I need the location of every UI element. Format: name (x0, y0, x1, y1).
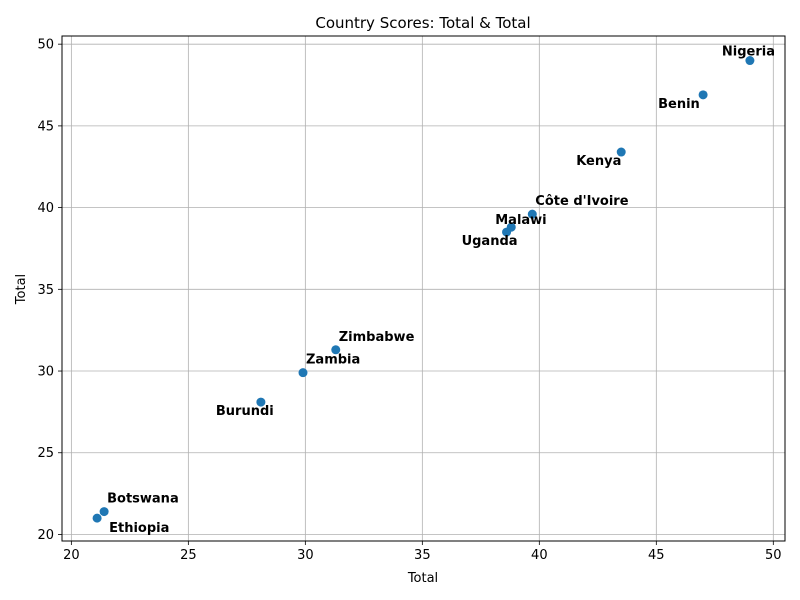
y-axis-label: Total (14, 274, 29, 305)
data-point (331, 345, 341, 355)
point-label: Botswana (107, 492, 179, 507)
data-point (502, 227, 512, 237)
data-point (256, 397, 266, 407)
y-tick-label: 30 (37, 365, 54, 380)
x-tick-label: 20 (63, 548, 80, 563)
data-points (92, 56, 755, 523)
point-label: Côte d'Ivoire (535, 194, 628, 209)
data-point (298, 368, 308, 378)
plot-area-frame (61, 35, 786, 542)
x-tick-label: 30 (297, 548, 314, 563)
y-tick-label: 40 (37, 201, 54, 216)
data-point (99, 507, 109, 517)
axis-ticks: 20 25 30 35 40 45 50 20 25 30 35 40 45 50 (37, 38, 781, 563)
x-axis-label: Total (407, 571, 438, 586)
point-label: Nigeria (722, 45, 775, 60)
x-tick-label: 35 (414, 548, 431, 563)
y-tick-label: 45 (37, 119, 54, 134)
data-point (616, 147, 626, 157)
point-label: Zambia (306, 353, 360, 368)
data-point (698, 90, 708, 100)
y-tick-label: 20 (37, 528, 54, 543)
x-tick-label: 40 (531, 548, 548, 563)
point-labels: Nigeria Benin Kenya Côte d'Ivoire Malawi Ugan… (107, 45, 775, 537)
point-label: Benin (658, 97, 700, 112)
point-label: Kenya (576, 154, 621, 169)
grid (62, 36, 785, 541)
point-label: Uganda (462, 234, 518, 249)
y-tick-label: 25 (37, 446, 54, 461)
x-tick-label: 25 (180, 548, 197, 563)
y-tick-label: 50 (37, 38, 54, 53)
data-point (527, 209, 537, 219)
point-label: Burundi (216, 404, 274, 419)
data-point (745, 56, 755, 66)
y-tick-label: 35 (37, 283, 54, 298)
x-tick-label: 50 (765, 548, 782, 563)
point-label: Zimbabwe (339, 330, 415, 345)
point-label: Ethiopia (109, 521, 169, 536)
x-tick-label: 45 (648, 548, 665, 563)
chart-title: Country Scores: Total & Total (315, 14, 530, 32)
point-label: Malawi (495, 213, 546, 228)
data-point (92, 513, 102, 523)
